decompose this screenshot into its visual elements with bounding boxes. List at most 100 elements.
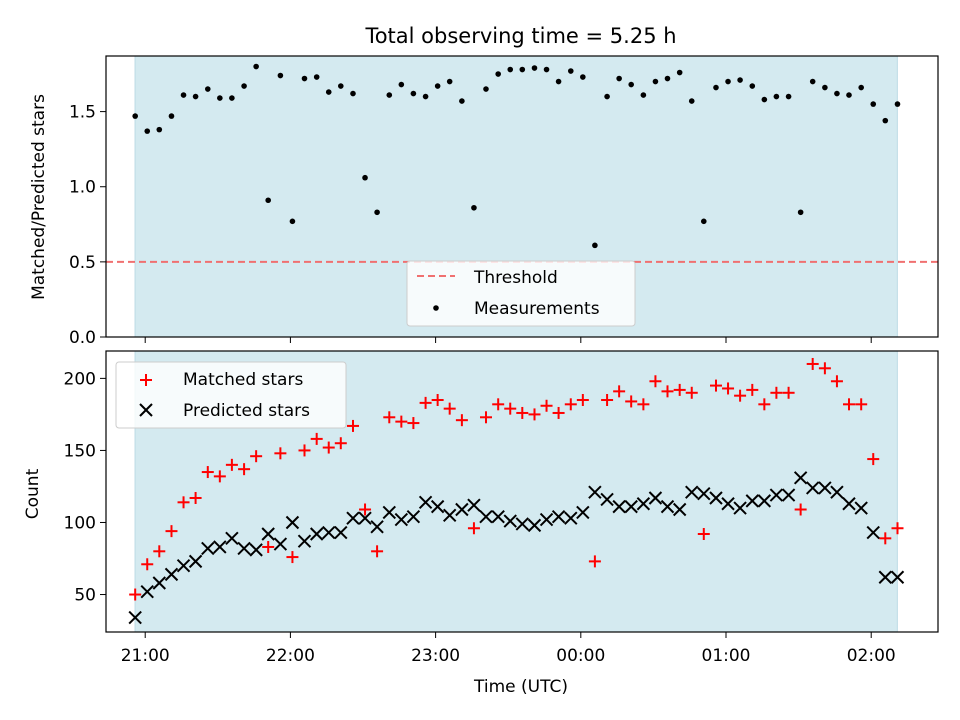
bot-axes-frame [105,350,939,633]
predicted-marker-b [467,498,481,512]
y-tick-label: 100 [64,513,96,533]
measurement-point [229,95,235,101]
predicted-marker-b [334,525,348,540]
bottom-panel-frame [105,350,939,633]
predicted-star-point [588,485,602,499]
predicted-star-point [346,511,360,525]
matched-star-point [455,414,468,427]
predicted-marker-b [890,570,905,584]
chart-title: Total observing time = 5.25 h [364,24,676,48]
predicted-star-point [769,488,784,502]
matched-star-point [588,555,601,568]
matched-star-point [201,466,214,479]
matched-star-point [129,588,142,601]
predicted-marker-b [515,517,529,531]
predicted-marker-b [709,491,723,505]
measurement-point [761,96,768,103]
matched-star-point [722,382,735,395]
measurement-point [325,89,332,95]
predicted-star-point [793,471,808,485]
y-tick-label: 0.0 [69,328,96,348]
predicted-marker-b [442,508,457,522]
measurement-point [277,72,284,79]
matched-star-point [346,419,359,432]
top-legend: Threshold Measurements [406,260,636,327]
predicted-star-point [152,576,166,590]
predicted-star-point [878,570,892,584]
predicted-marker-b [346,511,360,525]
predicted-star-point [636,497,651,511]
predicted-marker-b [370,520,384,534]
predicted-star-point [612,499,626,514]
measurement-point [265,197,271,204]
matched-star-point [709,379,722,392]
measurement-point [386,92,393,98]
predicted-star-point [648,491,663,505]
predicted-star-point [128,610,142,625]
measurement-point [374,209,380,216]
x-axis-label: Time (UTC) [473,677,568,697]
predicted-marker-b [503,514,517,528]
matched-star-point [830,375,843,388]
measurement-point [217,95,223,101]
measurement-point [749,83,756,89]
matched-star-point [879,532,892,545]
measurement-point [882,117,889,124]
matched-star-point [794,503,807,516]
predicted-star-point [225,531,239,546]
measurement-point [350,90,356,97]
predicted-marker-b [805,481,820,495]
matched-star-point [286,551,299,564]
predicted-star-point [685,485,699,499]
predicted-marker-b [672,502,687,517]
y-tick-label: 200 [64,369,96,389]
measurement-point [495,71,501,77]
predicted-marker-b [781,488,796,502]
measurement-point [713,84,719,91]
predicted-star-point [564,511,578,525]
matched-star-point [504,402,517,415]
predicted-star-point [503,514,517,528]
matched-star-point [443,402,456,415]
predicted-marker-b [322,525,336,540]
predicted-marker-b [612,499,626,514]
predicted-marker-b [576,505,590,520]
predicted-star-point [515,517,529,531]
matched-star-point [407,417,420,430]
measurement-point [700,218,707,225]
measurement-point [301,75,308,82]
matched-star-point [818,362,831,375]
measurement-point [434,83,441,89]
predicted-marker-b [418,495,433,510]
x-tick-label: 02:00 [847,646,896,666]
predicted-marker-b [636,497,651,511]
predicted-marker-b [818,481,832,495]
measurement-point [628,81,634,88]
predicted-marker-b [733,501,747,515]
matched-star-point [891,522,904,535]
predicted-star-point [757,494,772,508]
legend-matched-swatch [140,374,152,386]
matched-star-point [528,408,541,421]
predicted-marker-b [551,510,566,524]
top-y-axis-label: Matched/Predicted stars [29,94,49,300]
predicted-star-point [261,527,275,541]
x-tick-label: 00:00 [556,646,605,666]
predicted-star-point [830,485,844,499]
predicted-marker-b [624,499,638,514]
top-panel: 0.0 0.5 1.0 1.5 Matched/Predicted stars Thr… [29,55,939,348]
matched-star-point [359,503,372,516]
predicted-marker-b [128,610,142,625]
measurement-point [785,93,792,100]
predicted-star-point [600,492,614,507]
matched-star-point [867,453,880,466]
matched-star-point [250,450,263,463]
predicted-star-point [370,520,384,534]
matched-star-point [322,441,335,454]
predicted-star-point [551,510,566,524]
measurement-point [797,209,804,216]
predicted-stars-points [128,471,905,625]
measurement-point [580,74,586,80]
predicted-star-point [624,499,638,514]
matched-star-point [637,398,650,411]
